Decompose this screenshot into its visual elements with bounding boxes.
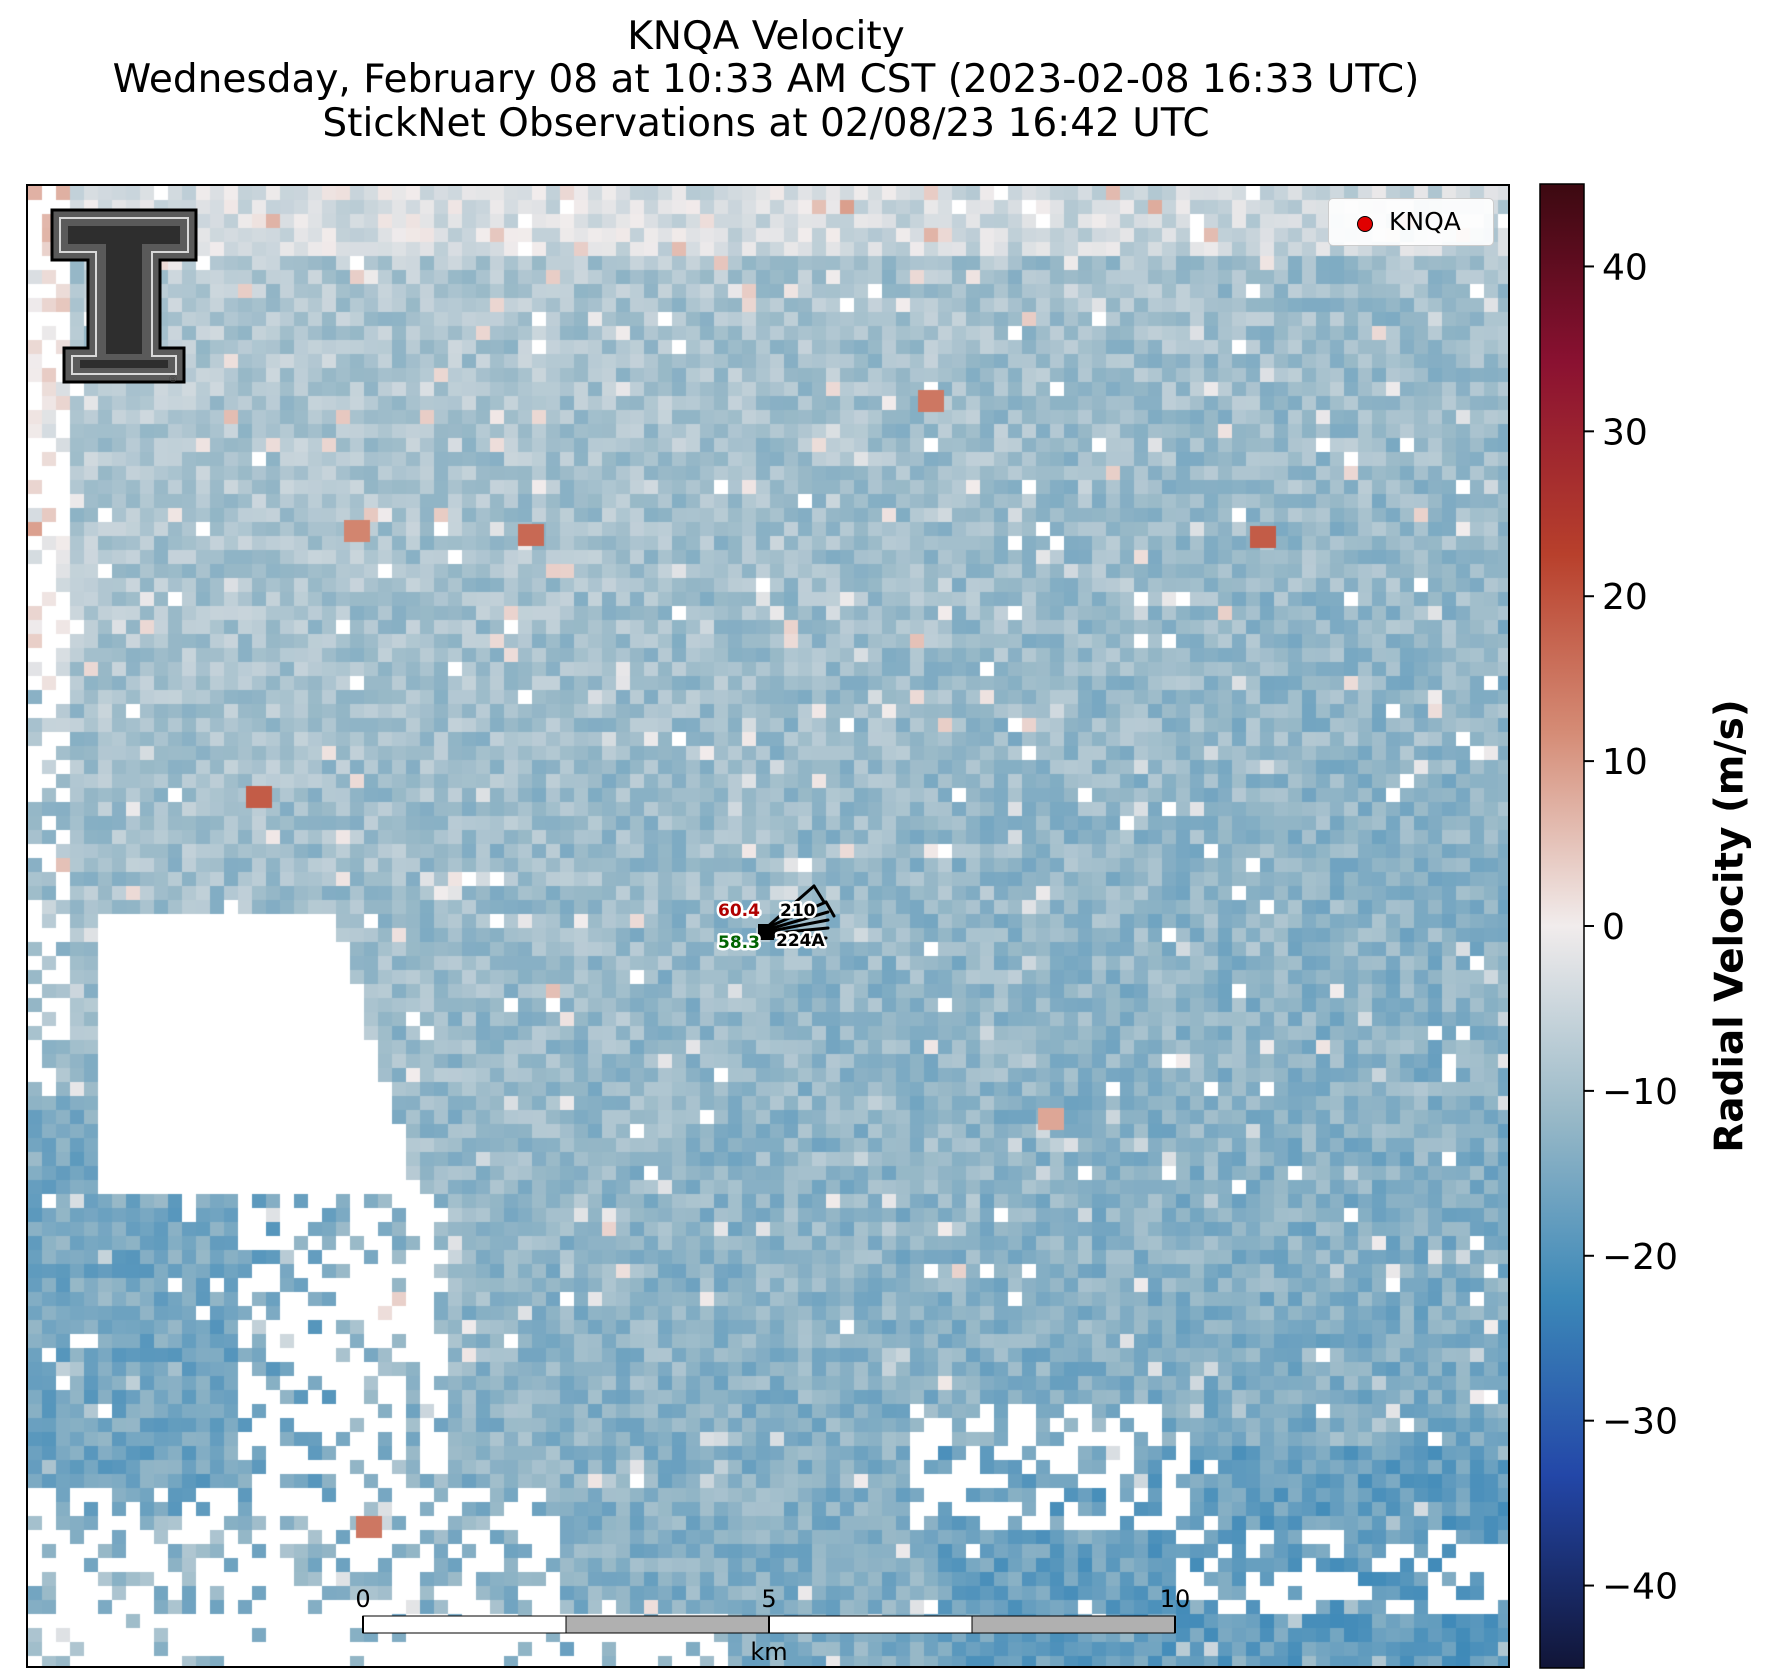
logo-registered-mark: ® — [168, 374, 178, 385]
map-legend: KNQA — [1328, 198, 1494, 246]
scale-tick-label: 5 — [761, 1585, 776, 1613]
wind-barb-shaft — [764, 934, 828, 940]
colorbar-tick-label: 10 — [1602, 742, 1648, 783]
scale-bar: 0 5 10 km — [355, 1585, 1191, 1666]
wind-barb-shaft — [764, 910, 830, 932]
wind-barb-flag — [812, 884, 826, 904]
colorbar-gradient — [1539, 183, 1585, 1669]
colorbar-tick-label: −40 — [1602, 1567, 1678, 1608]
colorbar-label: Radial Velocity (m/s) — [1707, 699, 1753, 1153]
chart-title: KNQA Velocity — [627, 14, 905, 59]
wind-barb-shaft — [764, 884, 816, 930]
wind-barb-shaft — [764, 918, 830, 934]
chart-subtitle-time: Wednesday, February 08 at 10:33 AM CST (… — [112, 57, 1420, 102]
station-id-top: 210 — [780, 901, 816, 921]
scale-segment — [971, 1615, 1176, 1634]
colorbar-tick-label: −20 — [1602, 1237, 1678, 1278]
colorbar-tick-label: 30 — [1602, 412, 1648, 453]
station-id-bottom: 224A — [776, 931, 825, 951]
station-marker-icon — [758, 924, 774, 940]
colorbar: 40 30 20 10 0 −10 −20 −30 −40 — [1539, 183, 1678, 1669]
radar-site-marker-icon — [1357, 216, 1373, 232]
scale-tick-label: 10 — [1160, 1585, 1191, 1613]
station-temperature: 60.4 — [718, 901, 760, 921]
wind-barb-shaft — [764, 926, 830, 936]
double-t-logo-icon: ® — [50, 208, 198, 385]
scale-tick-label: 0 — [355, 1585, 370, 1613]
chart-subtitle-obs: StickNet Observations at 02/08/23 16:42 … — [322, 101, 1210, 146]
colorbar-tick-label: −30 — [1602, 1402, 1678, 1443]
colorbar-tick-label: 20 — [1602, 577, 1648, 618]
scale-segment — [768, 1615, 973, 1634]
scale-segment — [362, 1615, 567, 1634]
legend-label-knqa: KNQA — [1389, 207, 1461, 236]
sticknet-station-plot[interactable]: 60.4 58.3 210 224A — [28, 186, 1508, 1666]
wind-barb-shaft — [764, 900, 828, 930]
scale-segment — [565, 1615, 770, 1634]
wind-barbs — [764, 884, 836, 940]
wind-barb-flag — [824, 900, 836, 918]
colorbar-tick-label: −10 — [1602, 1072, 1678, 1113]
colorbar-tick-label: 0 — [1602, 907, 1625, 948]
station-dewpoint: 58.3 — [718, 933, 760, 953]
radar-map[interactable]: ® KNQA 60.4 58.3 210 224A — [26, 184, 1510, 1668]
colorbar-tick-label: 40 — [1602, 247, 1648, 288]
scale-unit-label: km — [750, 1638, 787, 1666]
